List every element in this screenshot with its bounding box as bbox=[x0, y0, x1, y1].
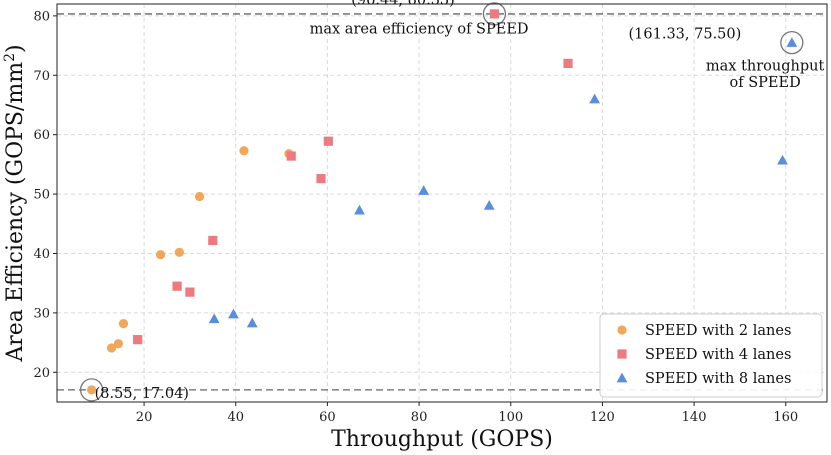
y-axis-label-close: ) bbox=[3, 44, 28, 53]
data-point-series-2 bbox=[489, 9, 500, 19]
x-tick-label: 120 bbox=[590, 410, 615, 425]
legend-label-3: SPEED with 8 lanes bbox=[645, 371, 791, 387]
legend-marker-2 bbox=[617, 349, 627, 359]
y-axis-label-superscript: 2 bbox=[2, 53, 18, 62]
highlight-ring bbox=[79, 378, 104, 402]
highlight-circles bbox=[79, 2, 804, 402]
highlight-ring bbox=[780, 30, 804, 55]
data-point-series-1 bbox=[106, 343, 117, 353]
x-tick-label: 140 bbox=[682, 410, 707, 425]
y-axis-label: Area Efficiency (GOPS/mm2) bbox=[2, 44, 28, 362]
y-tick-label: 50 bbox=[33, 188, 50, 203]
data-point-series-3 bbox=[208, 313, 220, 324]
data-point-series-2 bbox=[172, 281, 182, 291]
x-axis-label: Throughput (GOPS) bbox=[331, 427, 553, 452]
data-point-series-1 bbox=[239, 146, 249, 156]
data-point-series-3 bbox=[246, 317, 258, 328]
legend-box bbox=[599, 313, 823, 398]
x-tick-label: 100 bbox=[498, 410, 523, 425]
annotation-label: max throughput bbox=[706, 59, 825, 75]
x-tick-label: 40 bbox=[227, 410, 244, 425]
legend-marker-3 bbox=[616, 372, 628, 383]
legend: SPEED with 2 lanes SPEED with 4 lanes SPEE… bbox=[599, 313, 823, 398]
x-tick-label: 60 bbox=[319, 410, 336, 425]
annotations: (96.44, 80.33) max area efficiency of SPE… bbox=[95, 0, 825, 402]
x-tick-label: 20 bbox=[136, 410, 153, 425]
y-tick-label: 40 bbox=[33, 247, 50, 262]
highlight-ring bbox=[482, 2, 507, 26]
annotation-label: (96.44, 80.33) bbox=[351, 0, 455, 9]
data-point-series-3 bbox=[354, 204, 365, 215]
data-point-series-3 bbox=[786, 37, 798, 47]
y-axis-label-main: Area Efficiency (GOPS/mm bbox=[3, 62, 28, 363]
data-point-series-1 bbox=[155, 250, 166, 260]
data-point-series-3 bbox=[483, 199, 495, 210]
data-point-series-2 bbox=[316, 174, 326, 184]
data-point-series-1 bbox=[174, 247, 184, 257]
annotation-label: (161.33, 75.50) bbox=[629, 26, 742, 42]
data-point-series-3 bbox=[228, 308, 239, 319]
data-point-series-1 bbox=[118, 318, 129, 329]
data-point-series-1 bbox=[87, 385, 97, 395]
legend-marker-1 bbox=[617, 325, 627, 335]
annotation-label: of SPEED bbox=[730, 75, 801, 91]
y-tick-label: 80 bbox=[33, 9, 50, 24]
data-point-series-2 bbox=[286, 151, 296, 161]
data-point-series-1 bbox=[113, 339, 124, 349]
y-tick-label: 70 bbox=[33, 69, 50, 84]
data-point-series-3 bbox=[418, 185, 430, 195]
data-point-series-2 bbox=[133, 335, 143, 345]
data-point-series-2 bbox=[563, 58, 573, 69]
data-point-series-2 bbox=[323, 136, 333, 146]
x-tick-label: 80 bbox=[411, 410, 428, 425]
legend-label-1: SPEED with 2 lanes bbox=[645, 323, 791, 339]
data-point-series-1 bbox=[194, 191, 205, 202]
data-point-series-3 bbox=[589, 93, 601, 104]
x-tick-label: 160 bbox=[773, 410, 798, 425]
y-tick-label: 30 bbox=[33, 306, 50, 321]
legend-label-2: SPEED with 4 lanes bbox=[645, 347, 791, 363]
annotation-label: (8.55, 17.04) bbox=[95, 386, 189, 402]
data-point-series-3 bbox=[777, 154, 788, 165]
data-point-series-2 bbox=[208, 235, 218, 246]
plot-frame bbox=[56, 3, 828, 403]
grid bbox=[57, 4, 827, 402]
data-marks bbox=[87, 9, 798, 395]
y-tick-label: 20 bbox=[33, 366, 50, 381]
y-tick-label: 60 bbox=[33, 128, 50, 143]
axis-ticks: 20 40 60 80 100 120 140 160 20 30 40 50 60 70 80 bbox=[33, 9, 798, 425]
annotation-label: max area efficiency of SPEED bbox=[310, 22, 529, 38]
data-point-series-2 bbox=[185, 287, 195, 297]
